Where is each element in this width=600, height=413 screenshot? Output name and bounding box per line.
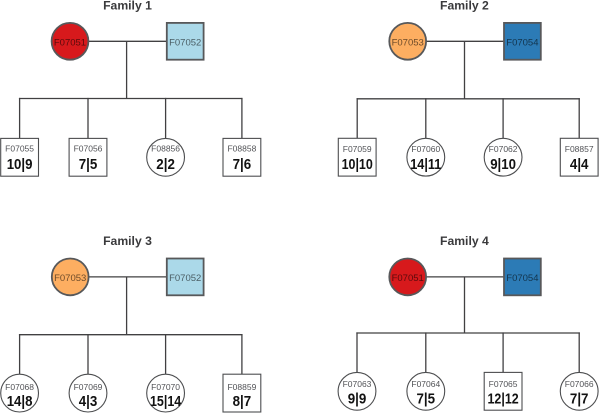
svg-text:12|12: 12|12 [488,390,519,407]
svg-text:10|10: 10|10 [342,156,373,173]
svg-text:F07052: F07052 [169,38,201,49]
svg-text:F07060: F07060 [411,144,440,154]
svg-text:9|10: 9|10 [490,156,516,173]
svg-text:F07059: F07059 [343,144,372,154]
svg-text:F08856: F08856 [151,144,180,154]
svg-text:F08858: F08858 [227,144,256,154]
svg-text:F07051: F07051 [392,273,424,284]
svg-text:F07053: F07053 [392,38,424,49]
svg-text:F07055: F07055 [5,144,34,154]
svg-text:F07052: F07052 [169,273,201,284]
svg-text:F07065: F07065 [489,379,518,389]
svg-text:F07053: F07053 [54,273,86,284]
svg-text:8|7: 8|7 [233,393,252,410]
svg-text:F07054: F07054 [506,38,538,49]
svg-text:7|5: 7|5 [417,390,436,407]
svg-text:F07070: F07070 [151,382,180,392]
svg-text:F07056: F07056 [74,144,103,154]
svg-text:4|3: 4|3 [79,393,98,410]
svg-text:Family 4: Family 4 [440,234,489,248]
svg-text:F07054: F07054 [506,273,538,284]
svg-text:F08857: F08857 [565,144,594,154]
svg-text:Family 2: Family 2 [440,0,489,13]
svg-text:Family 1: Family 1 [103,0,152,13]
svg-text:14|8: 14|8 [7,393,33,410]
svg-text:F07068: F07068 [5,382,34,392]
svg-text:Family 3: Family 3 [103,234,152,248]
svg-text:2|2: 2|2 [156,156,175,173]
svg-text:15|14: 15|14 [150,393,182,410]
svg-text:F07064: F07064 [411,379,440,389]
svg-text:9|9: 9|9 [348,390,367,407]
svg-text:10|9: 10|9 [7,156,33,173]
svg-text:F07069: F07069 [74,382,103,392]
svg-text:F07063: F07063 [343,379,372,389]
svg-text:F07066: F07066 [565,379,594,389]
svg-text:F08859: F08859 [227,382,256,392]
svg-text:F07062: F07062 [489,144,518,154]
svg-text:F07051: F07051 [54,38,86,49]
svg-text:7|7: 7|7 [570,390,589,407]
svg-text:7|5: 7|5 [79,156,98,173]
svg-text:4|4: 4|4 [570,156,589,173]
svg-text:14|11: 14|11 [410,156,441,173]
svg-text:7|6: 7|6 [233,156,252,173]
